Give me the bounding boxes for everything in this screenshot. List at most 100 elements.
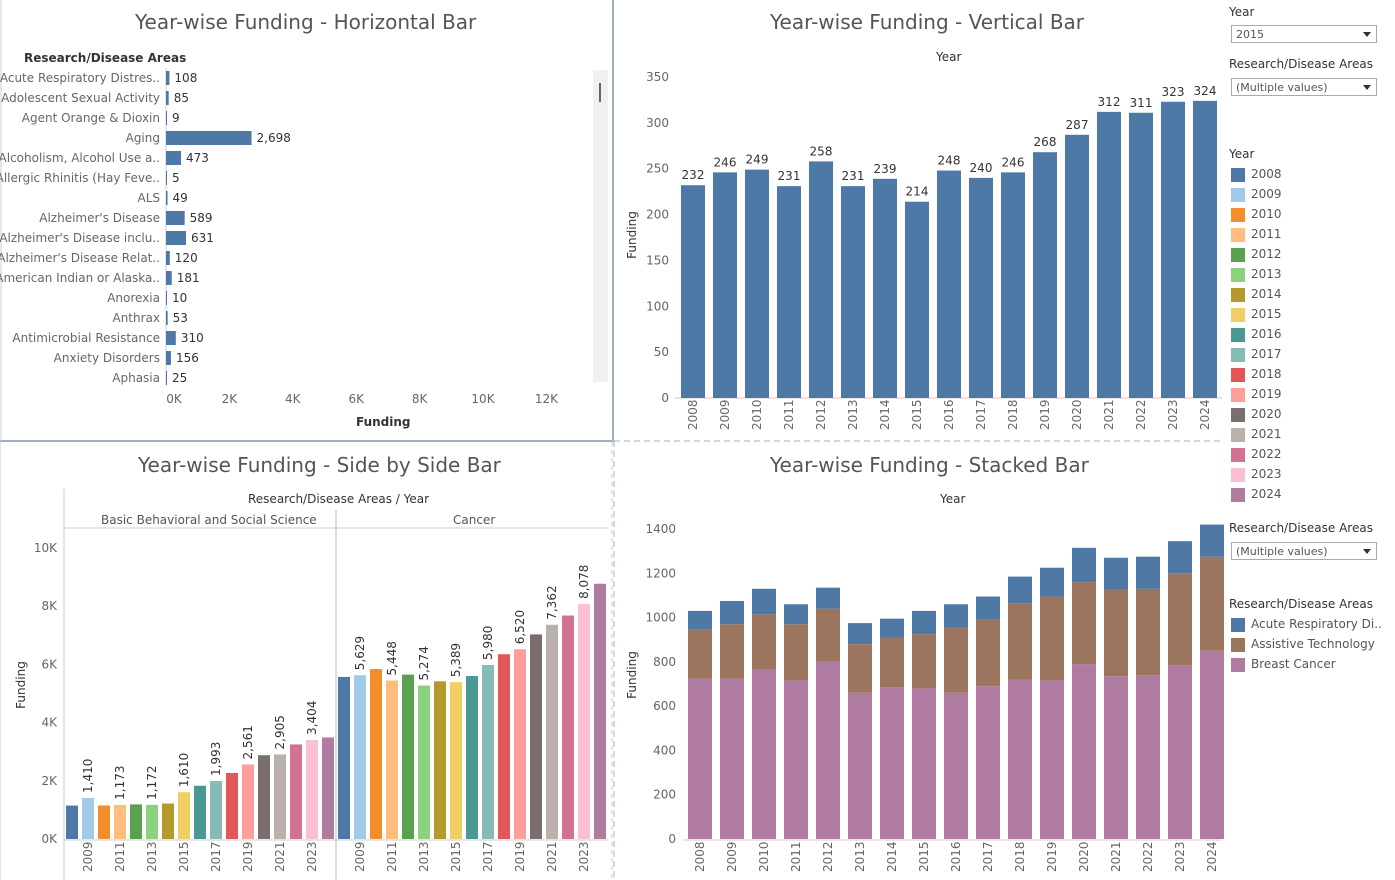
year-legend-swatch <box>1231 488 1245 502</box>
h-bar <box>166 311 168 325</box>
year-legend-swatch <box>1231 248 1245 262</box>
side-x-tick: 2009 <box>81 841 95 872</box>
side-y-tick: 4K <box>41 716 58 730</box>
stacked-bar-segment <box>784 624 808 681</box>
side-data-label: 1,172 <box>145 766 159 800</box>
year-legend-label: 2012 <box>1251 247 1282 261</box>
v-data-label: 248 <box>938 154 961 168</box>
h-data-label: 108 <box>174 71 197 85</box>
side-bar <box>402 674 414 839</box>
side-group-1-label: Basic Behavioral and Social Science <box>101 513 317 527</box>
year-legend-label: 2011 <box>1251 227 1282 241</box>
stacked-y-tick: 0 <box>668 832 676 846</box>
year-legend-label: 2022 <box>1251 447 1282 461</box>
year-legend-swatch <box>1231 388 1245 402</box>
side-bar <box>466 676 478 839</box>
v-x-tick: 2024 <box>1198 399 1212 430</box>
year-legend-label: 2020 <box>1251 407 1282 421</box>
v-bar <box>777 186 801 398</box>
v-bar <box>1033 152 1057 398</box>
stacked-x-tick: 2009 <box>725 841 739 872</box>
v-ylabel: Funding <box>625 211 639 259</box>
v-data-label: 287 <box>1066 118 1089 132</box>
side-data-label: 1,993 <box>209 742 223 776</box>
year-filter-dropdown[interactable]: 2015 <box>1231 25 1377 43</box>
stacked-chart-title: Year-wise Funding - Stacked Bar <box>770 453 1089 477</box>
h-bar <box>166 211 185 225</box>
stacked-x-tick: 2020 <box>1077 841 1091 872</box>
stacked-bar-segment <box>784 680 808 839</box>
areas-legend-label: Breast Cancer <box>1251 657 1336 671</box>
stacked-bar-segment <box>816 608 840 662</box>
side-bar <box>114 804 126 839</box>
stacked-x-tick: 2017 <box>981 841 995 872</box>
h-category-label: Anxiety Disorders <box>54 351 160 365</box>
side-bar <box>162 803 174 839</box>
v-y-tick: 250 <box>646 162 669 176</box>
v-x-tick: 2009 <box>718 399 732 430</box>
side-bar <box>530 634 542 839</box>
stacked-bar-segment <box>1072 664 1096 839</box>
stacked-bar-segment <box>1136 675 1160 839</box>
stacked-x-tick: 2019 <box>1045 841 1059 872</box>
year-filter-label: Year <box>1229 5 1255 19</box>
v-data-label: 258 <box>810 144 833 158</box>
scrollbar-track[interactable] <box>593 70 608 382</box>
year-legend-label: 2017 <box>1251 347 1282 361</box>
stacked-x-tick: 2015 <box>917 841 931 872</box>
year-legend-label: 2010 <box>1251 207 1282 221</box>
areas-filter-dropdown[interactable]: (Multiple values) <box>1231 78 1377 96</box>
side-x-tick: 2011 <box>385 841 399 872</box>
v-bar <box>841 186 865 398</box>
side-y-tick: 10K <box>34 541 58 555</box>
side-y-tick: 0K <box>41 832 58 846</box>
stacked-bar-segment <box>688 678 712 839</box>
v-y-tick: 50 <box>654 345 669 359</box>
side-bar <box>178 792 190 839</box>
year-legend-label: 2009 <box>1251 187 1282 201</box>
scrollbar-thumb[interactable] <box>599 83 601 102</box>
stacked-x-tick: 2024 <box>1205 841 1219 872</box>
horizontal-row-header: Research/Disease Areas <box>24 51 187 65</box>
stacked-bar-segment <box>1200 556 1224 651</box>
year-legend-label: 2023 <box>1251 467 1282 481</box>
chevron-down-icon <box>1363 85 1371 90</box>
stacked-x-tick: 2008 <box>693 841 707 872</box>
stacked-bar-segment <box>848 623 872 645</box>
v-x-tick: 2017 <box>974 399 988 430</box>
year-legend-label: 2016 <box>1251 327 1282 341</box>
areas-filter2-dropdown[interactable]: (Multiple values) <box>1231 542 1377 560</box>
areas-legend-swatch <box>1231 658 1245 672</box>
stacked-bar-segment <box>688 629 712 679</box>
stacked-bar-segment <box>1040 567 1064 597</box>
year-legend-label: 2018 <box>1251 367 1282 381</box>
horizontal-xlabel: Funding <box>356 415 411 429</box>
side-bar <box>306 739 318 839</box>
v-x-tick: 2008 <box>686 399 700 430</box>
side-bar <box>98 805 110 839</box>
stacked-bar-segment <box>1104 676 1128 839</box>
h-category-label: American Indian or Alaska.. <box>0 271 160 285</box>
v-x-tick: 2013 <box>846 399 860 430</box>
side-data-label: 5,274 <box>417 646 431 680</box>
v-bar <box>745 169 769 398</box>
side-bar <box>434 681 446 839</box>
stacked-bar-segment <box>1136 588 1160 676</box>
h-bar <box>166 231 187 245</box>
side-data-label: 3,404 <box>305 701 319 735</box>
stacked-bar-segment <box>976 596 1000 620</box>
areas-legend-swatch <box>1231 638 1245 652</box>
stacked-bar-segment <box>1040 596 1064 681</box>
side-bar <box>130 804 142 839</box>
side-data-label: 5,448 <box>385 641 399 675</box>
v-data-label: 323 <box>1162 85 1185 99</box>
v-x-tick: 2014 <box>878 399 892 430</box>
stacked-bar-segment <box>912 634 936 689</box>
year-filter-value: 2015 <box>1236 28 1264 41</box>
stacked-y-tick: 800 <box>653 655 676 669</box>
side-y-tick: 8K <box>41 599 58 613</box>
side-chart-title: Year-wise Funding - Side by Side Bar <box>138 453 501 477</box>
h-bar <box>166 131 252 145</box>
